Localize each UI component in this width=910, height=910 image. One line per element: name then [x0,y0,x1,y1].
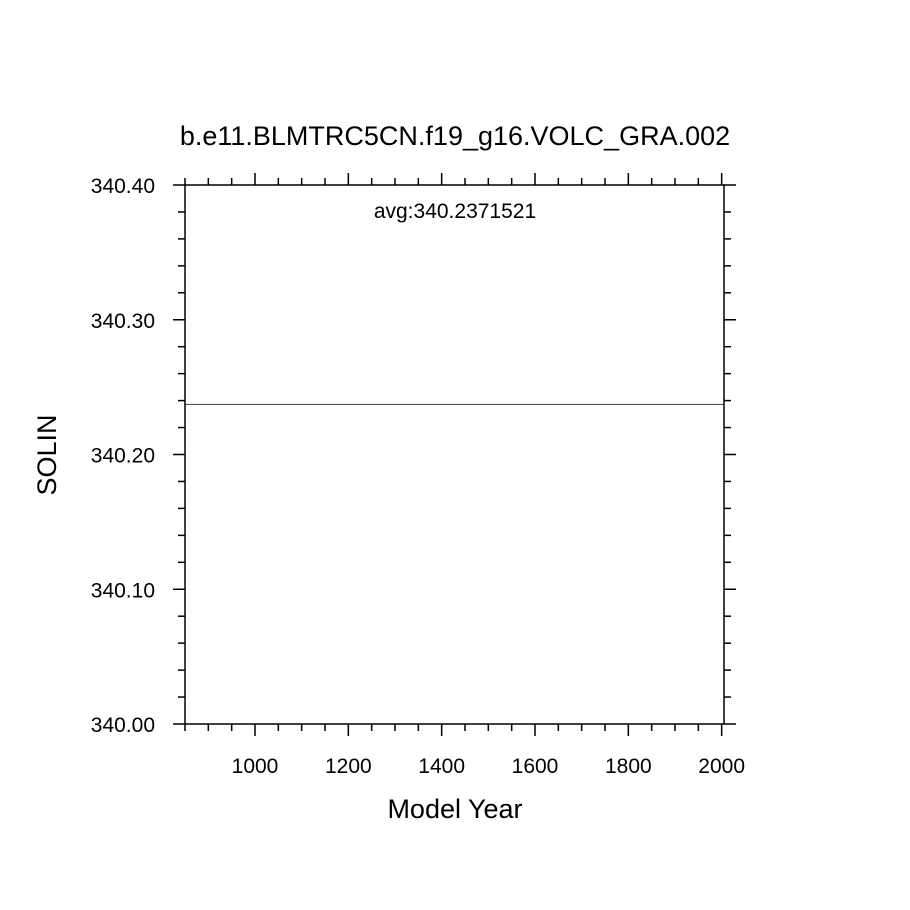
x-tick-label: 1600 [512,755,559,778]
x-tick-label: 1000 [232,755,279,778]
x-tick-label: 2000 [698,755,745,778]
y-tick-label: 340.10 [91,579,155,602]
tick-labels: 1000 1200 1400 1600 1800 2000 340.00 340.10 340.… [91,175,745,778]
y-axis-title: SOLIN [32,414,62,495]
y-tick-label: 340.30 [91,310,155,333]
y-tick-label: 340.40 [91,175,155,198]
x-tick-label: 1200 [325,755,372,778]
axis-ticks [173,173,736,736]
average-annotation: avg:340.2371521 [374,200,536,223]
x-axis-title: Model Year [387,794,522,824]
plot-frame [184,184,725,725]
x-tick-label: 1800 [605,755,652,778]
y-tick-label: 340.00 [91,714,155,737]
chart-title: b.e11.BLMTRC5CN.f19_g16.VOLC_GRA.002 [180,121,730,151]
y-tick-label: 340.20 [91,445,155,468]
x-tick-label: 1400 [418,755,465,778]
